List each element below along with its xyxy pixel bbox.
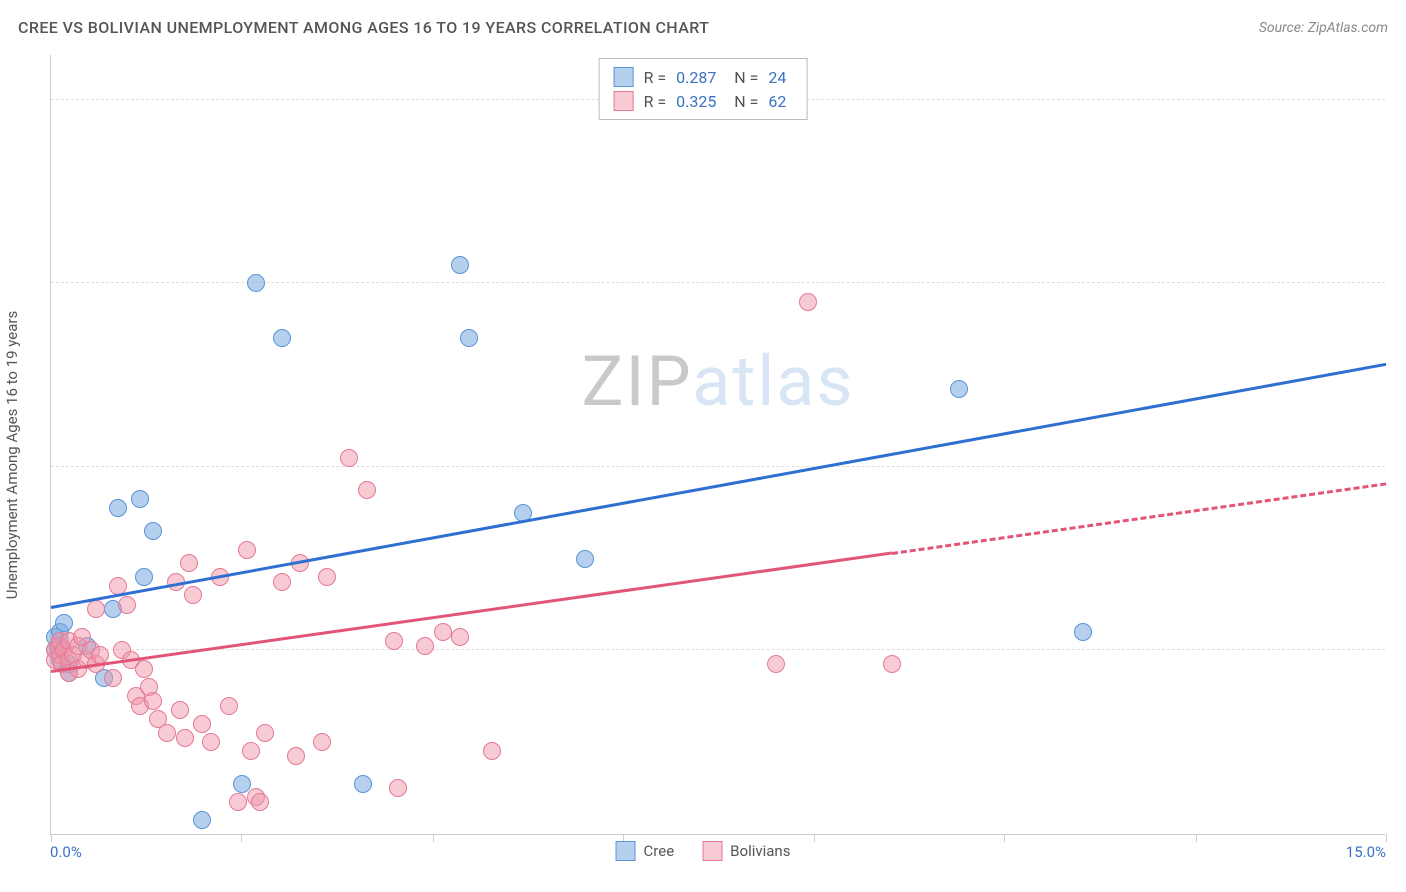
data-point (340, 449, 358, 467)
data-point (256, 724, 274, 742)
data-point (135, 660, 153, 678)
data-point (1074, 623, 1092, 641)
data-point (451, 256, 469, 274)
trend-line (51, 363, 1387, 609)
data-point (287, 747, 305, 765)
data-point (251, 793, 269, 811)
data-point (460, 329, 478, 347)
scatter-plot: ZIPatlas 20.0%40.0%60.0%80.0% (50, 55, 1385, 835)
data-point (576, 550, 594, 568)
legend-swatch (614, 67, 634, 87)
data-point (229, 793, 247, 811)
data-point (176, 729, 194, 747)
legend-swatch (614, 91, 634, 111)
watermark-part1: ZIP (582, 341, 693, 423)
data-point (883, 655, 901, 673)
x-tick (1196, 834, 1197, 842)
data-point (87, 600, 105, 618)
legend-swatch (616, 841, 636, 861)
x-tick (814, 834, 815, 842)
gridline (51, 466, 1385, 467)
data-point (273, 573, 291, 591)
trend-line (892, 482, 1386, 555)
data-point (184, 586, 202, 604)
stats-legend-text: R = 0.325 N = 62 (644, 92, 793, 111)
data-point (118, 596, 136, 614)
data-point (767, 655, 785, 673)
watermark-part2: atlas (692, 341, 854, 423)
data-point (144, 692, 162, 710)
data-point (451, 628, 469, 646)
stats-legend-text: R = 0.287 N = 24 (644, 68, 793, 87)
x-tick (433, 834, 434, 842)
data-point (389, 779, 407, 797)
data-point (950, 380, 968, 398)
data-point (220, 697, 238, 715)
data-point (483, 742, 501, 760)
series-legend: Cree Bolivians (616, 841, 791, 861)
y-axis-title: Unemployment Among Ages 16 to 19 years (3, 311, 21, 599)
data-point (238, 541, 256, 559)
data-point (799, 293, 817, 311)
data-point (434, 623, 452, 641)
data-point (180, 554, 198, 572)
series-legend-item: Cree (616, 841, 675, 861)
data-point (247, 274, 265, 292)
data-point (55, 614, 73, 632)
series-legend-label: Cree (644, 842, 675, 860)
data-point (109, 499, 127, 517)
x-tick (241, 834, 242, 842)
legend-swatch (702, 841, 722, 861)
data-point (318, 568, 336, 586)
data-point (385, 632, 403, 650)
stats-legend-row: R = 0.325 N = 62 (614, 89, 793, 113)
watermark: ZIPatlas (582, 341, 855, 423)
stats-legend-row: R = 0.287 N = 24 (614, 65, 793, 89)
series-legend-item: Bolivians (702, 841, 790, 861)
series-legend-label: Bolivians (730, 842, 790, 860)
data-point (171, 701, 189, 719)
data-point (354, 775, 372, 793)
chart-title: CREE VS BOLIVIAN UNEMPLOYMENT AMONG AGES… (18, 18, 709, 37)
x-axis-max-label: 15.0% (1346, 843, 1386, 861)
stats-legend: R = 0.287 N = 24 R = 0.325 N = 62 (599, 58, 808, 120)
data-point (193, 715, 211, 733)
source-text: Source: ZipAtlas.com (1259, 20, 1388, 36)
data-point (358, 481, 376, 499)
data-point (313, 733, 331, 751)
x-axis-min-label: 0.0% (50, 843, 82, 861)
data-point (242, 742, 260, 760)
data-point (273, 329, 291, 347)
data-point (416, 637, 434, 655)
data-point (193, 811, 211, 829)
gridline (51, 649, 1385, 650)
x-tick (1004, 834, 1005, 842)
x-tick (1386, 834, 1387, 842)
data-point (202, 733, 220, 751)
data-point (131, 490, 149, 508)
data-point (158, 724, 176, 742)
x-tick (51, 834, 52, 842)
data-point (135, 568, 153, 586)
data-point (104, 669, 122, 687)
data-point (144, 522, 162, 540)
trend-line (51, 552, 892, 673)
